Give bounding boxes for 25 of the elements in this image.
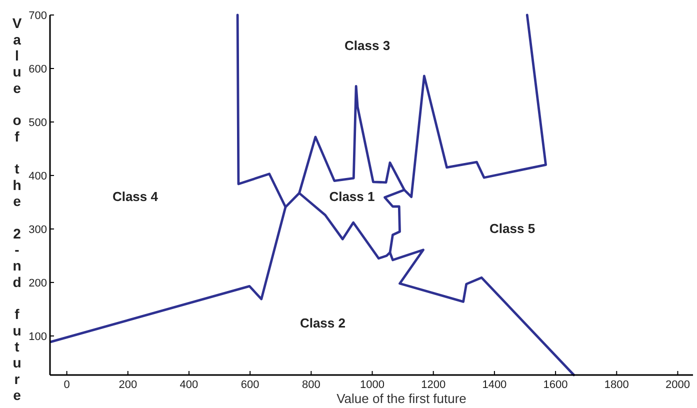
annotation: Class 5 [490,221,536,236]
x-tick-label: 1400 [482,379,507,391]
x-tick-label: 400 [180,379,198,391]
y-tick-label: 600 [28,63,47,76]
x-tick-label: 1600 [543,379,568,391]
annotation: Class 2 [300,315,346,330]
x-tick-label: 2000 [665,379,690,391]
x-tick-label: 800 [302,379,320,391]
x-tick-label: 1000 [360,379,385,391]
y-tick-label: 200 [28,277,47,290]
x-tick-label: 1800 [604,379,629,391]
y-tick-label: 300 [28,224,47,236]
annotation: Class 1 [329,188,375,204]
x-axis-title: Value of the first future [336,391,466,406]
y-tick-label: 400 [28,170,47,182]
y-tick-label: 100 [28,330,47,343]
annotation: Class 4 [112,188,159,204]
x-tick-label: 0 [64,379,70,391]
x-tick-label: 200 [118,379,138,391]
text: Value of the 2-nd future [12,15,22,403]
y-tick-label: 700 [28,10,47,22]
x-tick-label: 1200 [421,379,446,391]
annotation: Class 3 [344,38,390,53]
x-tick-label: 600 [240,379,260,391]
y-tick-label: 500 [28,116,47,129]
